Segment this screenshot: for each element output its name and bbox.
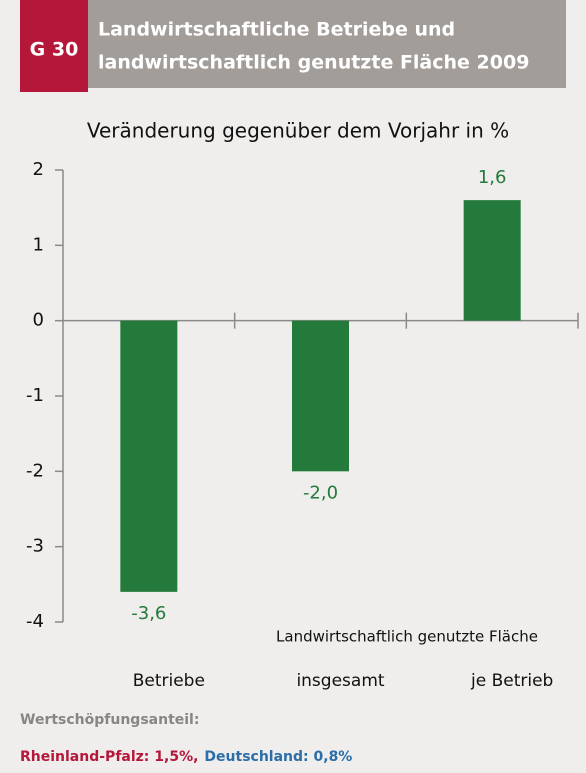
title-bar (88, 0, 566, 88)
x-tick-label: insgesamt (296, 671, 384, 691)
y-tick-label: -3 (26, 536, 44, 557)
group-label: Landwirtschaftlich genutzte Fläche (276, 628, 538, 646)
y-tick-label: 0 (33, 310, 44, 331)
bar (463, 200, 521, 321)
badge: G 30 (30, 39, 79, 61)
value-label: -2,0 (303, 482, 338, 503)
chart-title: Landwirtschaftliche Betriebe und (98, 19, 455, 41)
bar (292, 320, 349, 472)
bar (120, 320, 178, 592)
badge-box (20, 0, 88, 92)
y-tick-label: 2 (33, 159, 44, 180)
subtitle: Veränderung gegenüber dem Vorjahr in % (87, 119, 509, 143)
value-label: 1,6 (478, 167, 507, 188)
y-tick-label: 1 (33, 234, 44, 255)
x-tick-label: je Betrieb (470, 671, 553, 691)
y-tick-label: -1 (26, 385, 44, 406)
x-tick-label: Betriebe (133, 671, 205, 691)
chart-title: landwirtschaftlich genutzte Fläche 2009 (98, 52, 529, 74)
y-tick-label: -4 (26, 611, 44, 632)
footer-item: Rheinland-Pfalz: 1,5%, (20, 749, 198, 765)
footer-label: Wertschöpfungsanteil: (20, 712, 199, 728)
value-label: -3,6 (131, 603, 166, 624)
footer-item: Deutschland: 0,8% (204, 749, 352, 765)
y-tick-label: -2 (26, 460, 44, 481)
